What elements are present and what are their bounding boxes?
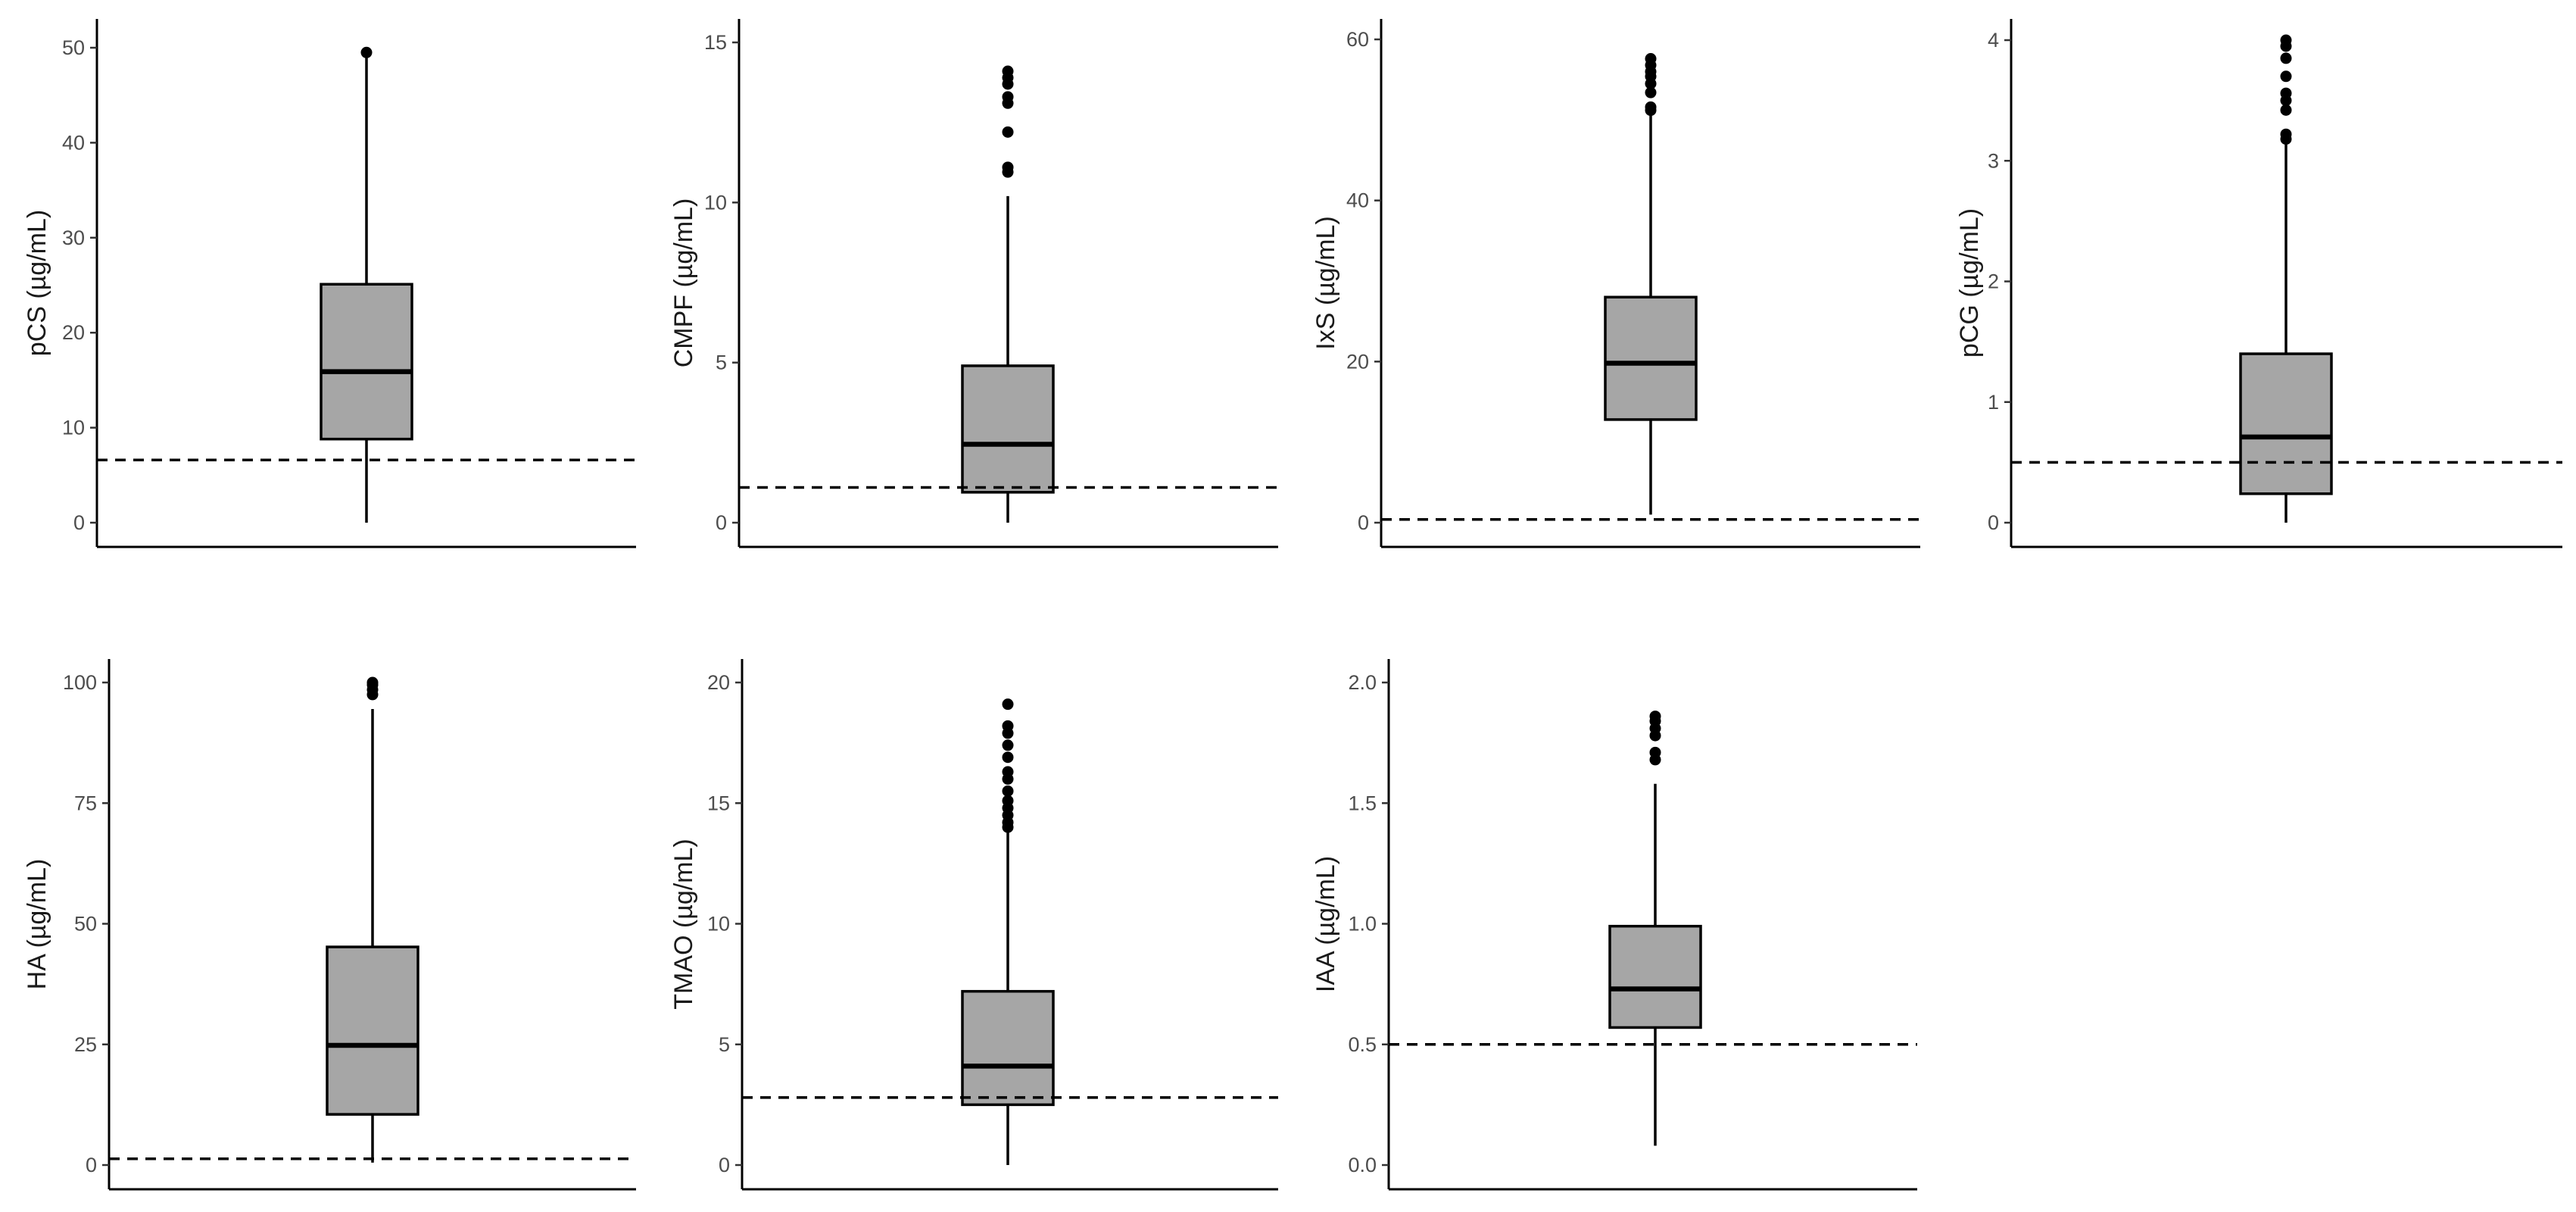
- y-tick-label: 40: [62, 131, 85, 154]
- iqr-box: [961, 364, 1055, 494]
- y-tick-label: 75: [74, 792, 97, 814]
- y-tick-label: 4: [1988, 29, 1999, 52]
- outlier-point: [1002, 795, 1014, 807]
- y-axis-title: HA (µg/mL): [23, 859, 51, 990]
- outlier-point: [1002, 698, 1014, 711]
- y-tick-label: 2: [1988, 270, 1999, 293]
- outlier-point: [1002, 739, 1014, 751]
- y-tick-label: 20: [62, 321, 85, 344]
- y-tick-label: 100: [63, 671, 97, 694]
- y-tick-label: 0.0: [1348, 1154, 1377, 1176]
- panel-3: 0 20 40 60 IxS (µg/mL): [1311, 19, 1920, 548]
- outlier-point: [1002, 751, 1014, 764]
- y-tick-label: 10: [707, 913, 730, 936]
- outlier-point: [1002, 766, 1014, 778]
- iqr-box: [1604, 295, 1698, 421]
- y-axis-title: TMAO (µg/mL): [669, 839, 698, 1009]
- y-tick-label: 0: [719, 1154, 730, 1176]
- outlier-point: [1002, 126, 1014, 138]
- y-axis-title: CMPF (µg/mL): [669, 198, 698, 368]
- y-tick-label: 0: [1988, 511, 1999, 534]
- y-tick-label: 1: [1988, 391, 1999, 414]
- panel-4: 0 1 2 3 4 pCG (µg/mL): [1955, 19, 2562, 548]
- y-tick-label: 3: [1988, 149, 1999, 172]
- outlier-point: [2280, 52, 2292, 64]
- y-tick-label: 10: [704, 191, 727, 214]
- y-tick-label: 15: [707, 792, 730, 814]
- outlier-point: [2280, 128, 2292, 140]
- iqr-box: [961, 989, 1055, 1107]
- outlier-point: [1645, 53, 1657, 65]
- outlier-point: [1002, 161, 1014, 173]
- y-tick-label: 50: [62, 36, 85, 59]
- iqr-box: [2239, 352, 2333, 495]
- y-tick-label: 40: [1346, 189, 1369, 212]
- y-tick-label: 20: [707, 671, 730, 694]
- outlier-point: [366, 676, 379, 689]
- y-tick-label: 5: [719, 1033, 730, 1056]
- y-tick-label: 20: [1346, 350, 1369, 373]
- y-tick-label: 0.5: [1348, 1033, 1377, 1056]
- outlier-point: [360, 46, 373, 58]
- outlier-point: [1649, 711, 1661, 723]
- y-tick-label: 60: [1346, 28, 1369, 51]
- panel-1: 0 10 20 30 40 50 pCS (µg/mL): [23, 19, 636, 548]
- y-axis-title: pCS (µg/mL): [23, 210, 51, 356]
- iqr-box: [326, 945, 419, 1116]
- outlier-point: [2280, 34, 2292, 46]
- outlier-point: [1002, 785, 1014, 797]
- y-tick-label: 25: [74, 1033, 97, 1056]
- outlier-point: [1002, 720, 1014, 732]
- panel-6: 0 5 10 15 20 TMAO (µg/mL): [669, 659, 1278, 1191]
- outlier-point: [1649, 746, 1661, 758]
- outlier-point: [1002, 65, 1014, 77]
- y-axis-title: IxS (µg/mL): [1311, 216, 1340, 349]
- outlier-point: [1645, 101, 1657, 113]
- y-tick-label: 5: [716, 351, 727, 374]
- panel-5: 0 25 50 75 100 HA (µg/mL): [23, 659, 636, 1191]
- outlier-point: [1645, 86, 1657, 98]
- y-tick-label: 50: [74, 913, 97, 936]
- panel-7: 0.0 0.5 1.0 1.5 2.0 IAA (µg/mL): [1311, 659, 1917, 1191]
- panel-2: 0 5 10 15 CMPF (µg/mL): [669, 19, 1278, 548]
- y-tick-label: 30: [62, 226, 85, 249]
- y-axis-title: IAA (µg/mL): [1311, 856, 1340, 992]
- outlier-point: [2280, 70, 2292, 83]
- y-tick-label: 15: [704, 31, 727, 54]
- outlier-point: [2280, 87, 2292, 99]
- y-tick-label: 0: [73, 511, 85, 534]
- y-axis-title: pCG (µg/mL): [1955, 208, 1984, 358]
- outlier-point: [1002, 91, 1014, 103]
- y-tick-label: 0: [716, 511, 727, 534]
- y-tick-label: 0: [1358, 511, 1369, 534]
- y-tick-label: 2.0: [1348, 671, 1377, 694]
- outlier-point: [2280, 104, 2292, 116]
- y-tick-label: 10: [62, 417, 85, 439]
- iqr-box: [320, 283, 413, 441]
- y-tick-label: 0: [86, 1154, 97, 1176]
- iqr-box: [1608, 924, 1702, 1029]
- y-tick-label: 1.5: [1348, 792, 1377, 814]
- y-tick-label: 1.0: [1348, 913, 1377, 936]
